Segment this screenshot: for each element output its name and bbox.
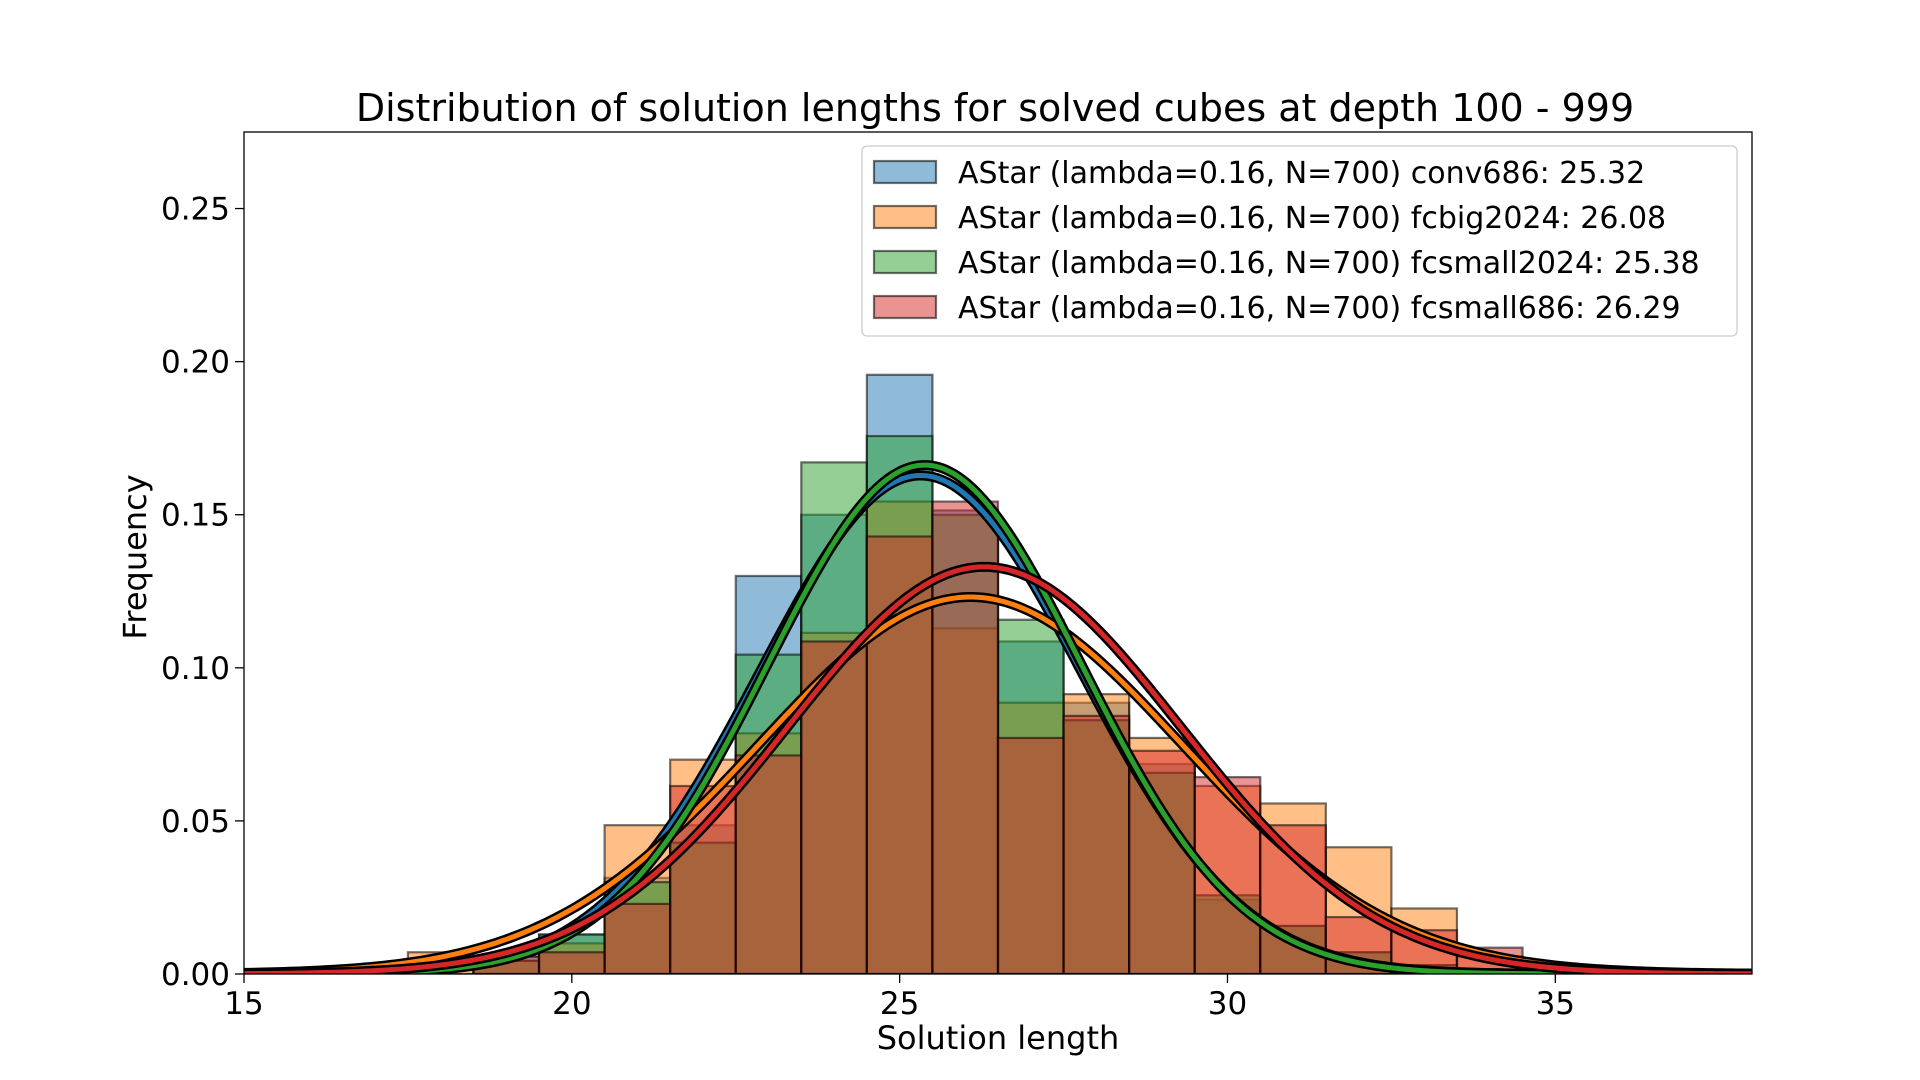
plot-frame xyxy=(243,131,1753,975)
y-tick-label: 0.05 xyxy=(161,804,230,840)
legend-label: AStar (lambda=0.16, N=700) fcsmall2024: … xyxy=(958,246,1700,281)
bar xyxy=(537,951,606,974)
x-tick-label: 35 xyxy=(1536,986,1575,1022)
legend-label: AStar (lambda=0.16, N=700) conv686: 25.3… xyxy=(958,156,1645,191)
bar xyxy=(1128,749,1196,974)
legend-label: AStar (lambda=0.16, N=700) fcsmall686: 2… xyxy=(958,291,1681,326)
bar xyxy=(734,754,803,974)
fit-curve-4 xyxy=(244,564,1752,974)
legend-label: AStar (lambda=0.16, N=700) fcbig2024: 26… xyxy=(958,201,1666,236)
y-axis-label: Frequency xyxy=(116,474,154,639)
plot-area xyxy=(244,373,1752,974)
y-tick-label: 0.20 xyxy=(161,345,230,381)
legend-swatch xyxy=(872,249,938,275)
y-tick-label: 0.10 xyxy=(161,651,230,687)
y-tick-label: 0.00 xyxy=(161,957,230,993)
legend: AStar (lambda=0.16, N=700) conv686: 25.3… xyxy=(861,145,1738,337)
bar xyxy=(1062,714,1131,974)
legend-box xyxy=(861,145,1738,337)
x-axis-label: Solution length xyxy=(877,1019,1120,1057)
y-tick-label: 0.25 xyxy=(161,192,230,228)
legend-swatch xyxy=(872,204,938,230)
x-tick-label: 30 xyxy=(1208,986,1247,1022)
y-tick-label: 0.15 xyxy=(161,498,230,534)
axes: 15 20 25 30 35 0.00 0.05 0.10 0.15 0.20 0.25 xyxy=(161,192,1575,1022)
legend-swatch xyxy=(872,159,938,185)
bar xyxy=(603,902,672,974)
x-tick-label: 20 xyxy=(552,986,591,1022)
x-tick-label: 15 xyxy=(224,986,263,1022)
bar xyxy=(996,736,1065,974)
legend-swatch xyxy=(872,294,938,320)
chart-title: Distribution of solution lengths for sol… xyxy=(356,86,1634,130)
x-tick-label: 25 xyxy=(880,986,919,1022)
